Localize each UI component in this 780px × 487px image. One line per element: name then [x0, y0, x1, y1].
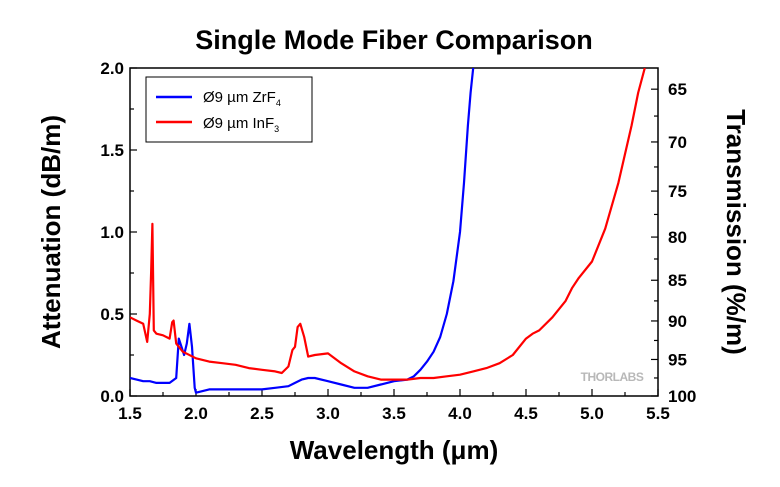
x-tick-label: 3.5	[382, 404, 406, 423]
x-tick-label: 2.5	[250, 404, 274, 423]
watermark-logo: THORLABS	[581, 370, 644, 384]
x-tick-label: 4.0	[448, 404, 472, 423]
series-layer	[130, 68, 646, 394]
y-tick-label: 2.0	[100, 59, 124, 78]
y2-tick-label: 70	[668, 133, 687, 152]
axis-ticks	[129, 67, 659, 397]
y2-tick-label: 100	[668, 387, 696, 406]
y2-tick-labels: 65 70 75 80 85 90 95 100	[668, 80, 696, 406]
x-tick-label: 5.5	[646, 404, 670, 423]
y2-tick-label: 90	[668, 312, 687, 331]
y2-tick-label: 65	[668, 80, 687, 99]
y2-axis-label: Transmission (%/m)	[721, 109, 751, 355]
y-axis-label: Attenuation (dB/m)	[36, 115, 66, 349]
legend-label-zrf4: Ø9 µm ZrF4	[203, 89, 281, 108]
y2-tick-label: 95	[668, 350, 687, 369]
y-tick-label: 1.0	[100, 223, 124, 242]
chart-title: Single Mode Fiber Comparison	[195, 25, 593, 55]
x-tick-label: 5.0	[580, 404, 604, 423]
y-tick-label: 0.5	[100, 305, 124, 324]
x-axis-label: Wavelength (μm)	[290, 435, 499, 465]
y2-tick-label: 85	[668, 271, 687, 290]
x-tick-label: 2.0	[184, 404, 208, 423]
series-line-zrf4	[130, 68, 475, 394]
x-tick-labels: 1.5 2.0 2.5 3.0 3.5 4.0 4.5 5.0 5.5	[118, 404, 670, 423]
y2-tick-label: 75	[668, 182, 687, 201]
x-tick-label: 4.5	[514, 404, 538, 423]
legend-box	[145, 76, 313, 143]
legend-label-inf3: Ø9 µm InF3	[203, 115, 279, 134]
series-line-inf3	[130, 68, 646, 381]
y-tick-label: 1.5	[100, 141, 124, 160]
x-tick-label: 1.5	[118, 404, 142, 423]
y-tick-label: 0.0	[100, 387, 124, 406]
legend: Ø9 µm ZrF4 Ø9 µm InF3	[145, 76, 313, 143]
x-tick-label: 3.0	[316, 404, 340, 423]
y2-tick-label: 80	[668, 228, 687, 247]
y-tick-labels: 0.0 0.5 1.0 1.5 2.0	[100, 59, 124, 406]
